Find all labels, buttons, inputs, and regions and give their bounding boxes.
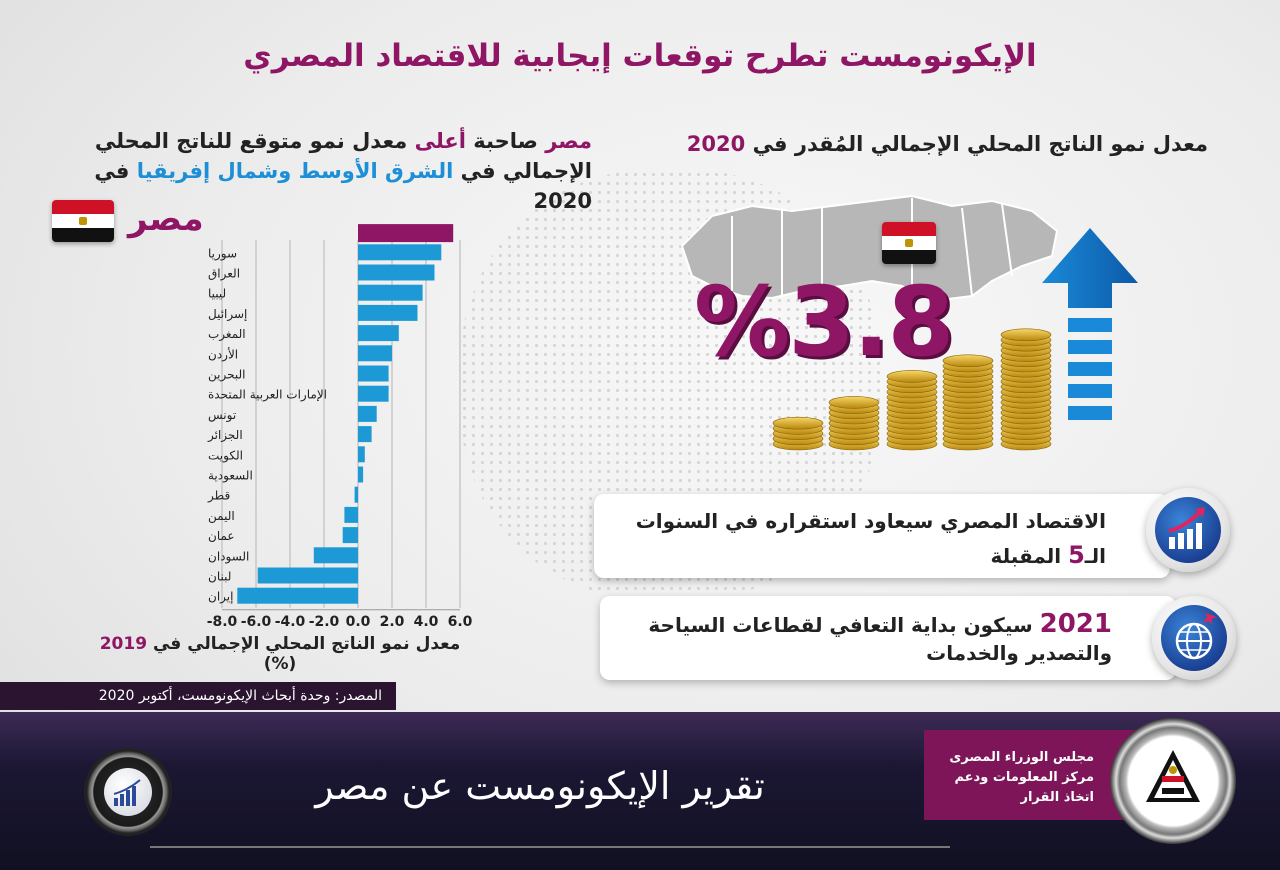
footer-divider	[150, 846, 950, 848]
cabinet-logo-icon	[1110, 718, 1236, 844]
bar	[358, 325, 399, 342]
left-header-word3: أعلى	[414, 129, 466, 153]
bar	[358, 405, 377, 422]
x-axis-title: معدل نمو الناتج المحلي الإجمالي في 2019 …	[90, 634, 470, 674]
egypt-label: مصر	[128, 199, 204, 239]
bar	[358, 264, 435, 281]
coin	[942, 354, 994, 368]
left-header-word1: مصر	[545, 129, 592, 153]
category-label: السعودية	[208, 469, 253, 484]
stability-card-suffix: المقبلة	[990, 544, 1062, 568]
right-header: معدل نمو الناتج المحلي الإجمالي المُقدر …	[648, 132, 1208, 156]
right-header-text: معدل نمو الناتج المحلي الإجمالي المُقدر …	[752, 132, 1208, 156]
source-note: المصدر: وحدة أبحاث الإيكونومست، أكتوبر 2…	[0, 682, 396, 710]
egypt-flag-icon	[52, 200, 114, 242]
bar	[344, 506, 358, 523]
coin	[772, 416, 824, 430]
category-label: تونس	[208, 408, 236, 423]
category-label: قطر	[207, 489, 230, 504]
bar	[358, 284, 423, 301]
left-header-word4: معدل نمو متوقع للناتج المحلي	[94, 129, 408, 153]
coin	[828, 396, 880, 409]
tick-label: 0.0	[346, 614, 371, 630]
bar	[358, 345, 392, 362]
globe-plane-icon	[1152, 596, 1236, 680]
category-label: ليبيا	[208, 287, 226, 301]
x-axis-title-text: معدل نمو الناتج المحلي الإجمالي في	[152, 634, 461, 654]
right-header-year: 2020	[686, 132, 746, 156]
recovery-card-year: 2021	[1039, 609, 1112, 639]
category-label: اليمن	[208, 509, 235, 524]
stability-card-prefix: الـ	[1084, 544, 1106, 568]
bar	[257, 567, 358, 584]
egypt-map-flag-icon	[882, 222, 936, 264]
footer-title: تقرير الإيكونومست عن مصر	[315, 764, 765, 808]
category-label: السودان	[208, 549, 249, 564]
left-header-line2c: في 2020	[94, 159, 592, 213]
category-label: الأردن	[208, 346, 238, 362]
bar	[237, 587, 358, 604]
growth-chart-icon	[1146, 488, 1230, 572]
stability-card: الاقتصاد المصري سيعاود استقراره في السنو…	[594, 494, 1170, 578]
stability-card-five: 5	[1068, 541, 1085, 569]
tick-label: 2.0	[380, 614, 405, 630]
category-label: البحرين	[208, 368, 245, 383]
stability-card-line1: الاقتصاد المصري سيعاود استقراره في السنو…	[635, 509, 1106, 533]
gdp-bar-chart: سوريا العراق ليبيا إسرائيل المغرب الأردن البحر…	[207, 224, 473, 630]
category-label: عمان	[208, 529, 235, 543]
category-label: لبنان	[208, 570, 231, 584]
x-axis-title-unit: (%)	[263, 654, 297, 674]
up-arrow-icon	[1042, 228, 1138, 420]
category-label: العراق	[208, 267, 240, 282]
bar	[358, 385, 389, 402]
x-axis-title-year: 2019	[99, 634, 148, 654]
tick-label: -2.0	[309, 614, 340, 630]
left-header-region: الشرق الأوسط وشمال إفريقيا	[136, 159, 454, 183]
bar	[358, 426, 372, 443]
coins-icon	[772, 328, 1052, 451]
tick-label: -6.0	[241, 614, 272, 630]
left-header: مصر صاحبة أعلى معدل نمو متوقع للناتج الم…	[32, 126, 592, 216]
recovery-card-text: سيكون بداية التعافي لقطاعات السياحة والت…	[648, 613, 1112, 665]
bar	[358, 446, 365, 463]
category-label: الإمارات العربية المتحدة	[208, 388, 327, 403]
bar	[358, 244, 442, 261]
bar	[313, 547, 358, 564]
cabinet-line1: مجلس الوزراء المصرى	[949, 750, 1094, 765]
coin	[1000, 328, 1052, 342]
page-title: الإيكونومست تطرح توقعات إيجابية للاقتصاد…	[243, 38, 1037, 74]
tick-label: 6.0	[448, 614, 473, 630]
recovery-card: 2021 سيكون بداية التعافي لقطاعات السياحة…	[600, 596, 1176, 680]
category-label: الجزائر	[207, 428, 243, 443]
tick-label: -8.0	[207, 614, 238, 630]
category-label: إيران	[208, 590, 233, 605]
category-label: الكويت	[208, 448, 243, 463]
category-label: إسرائيل	[208, 307, 247, 322]
cabinet-line2: مركز المعلومات ودعم اتخاذ القرار	[954, 770, 1094, 805]
coin	[886, 370, 938, 383]
bar	[358, 466, 364, 483]
category-label: المغرب	[208, 327, 246, 342]
bar	[342, 527, 358, 544]
big-growth-value: %3.8	[694, 266, 954, 378]
tick-label: 4.0	[414, 614, 439, 630]
tick-label: -4.0	[275, 614, 306, 630]
bar	[354, 486, 358, 503]
left-header-line2a: الإجمالي في	[460, 159, 592, 183]
bar	[358, 304, 418, 321]
category-label: سوريا	[208, 246, 237, 261]
bar-chart-icon	[84, 748, 172, 836]
left-header-word2: صاحبة	[473, 129, 538, 153]
bar	[358, 224, 454, 243]
bar	[358, 365, 389, 382]
